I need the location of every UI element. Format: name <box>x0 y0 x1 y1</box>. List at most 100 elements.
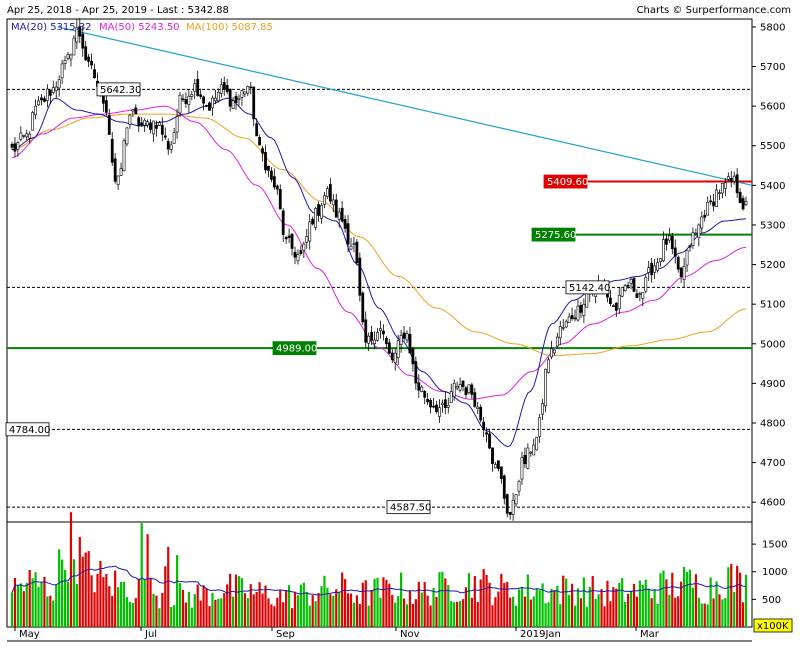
volume-bar <box>264 585 267 627</box>
candle-body <box>113 158 117 182</box>
candle-body <box>25 133 29 138</box>
candle-body <box>488 433 491 449</box>
candle-body <box>373 339 376 345</box>
volume-bar <box>31 578 34 627</box>
volume-bar <box>175 555 179 627</box>
candle-body <box>90 61 93 66</box>
volume-bar <box>682 566 686 627</box>
candle-body <box>51 87 55 93</box>
volume-bar <box>632 583 636 627</box>
volume-bar <box>329 594 332 627</box>
volume-bar <box>453 602 456 627</box>
volume-bar <box>314 601 317 627</box>
candle-body <box>729 178 733 182</box>
candle-body <box>337 211 341 220</box>
volume-bar <box>285 590 288 627</box>
volume-bar <box>565 578 568 627</box>
price-tick-label: 5400 <box>760 181 785 192</box>
candle-body <box>620 287 624 297</box>
volume-bar <box>467 573 471 627</box>
candle-body <box>31 112 35 131</box>
volume-unit-box <box>753 618 793 633</box>
candle-body <box>311 218 315 225</box>
volume-bar <box>16 585 19 627</box>
candle-body <box>476 406 480 410</box>
volume-bar <box>270 604 273 627</box>
volume-bar <box>178 583 182 627</box>
candle-body <box>305 235 309 243</box>
volume-bar <box>93 592 96 627</box>
candle-body <box>505 494 509 514</box>
volume-bar <box>10 592 14 627</box>
volume-bar <box>63 569 67 627</box>
candle-body <box>181 98 185 101</box>
volume-bar <box>308 605 311 627</box>
candle-body <box>175 116 179 133</box>
candle-body <box>302 243 306 251</box>
volume-bar <box>411 603 414 627</box>
volume-bar <box>364 580 367 627</box>
trendline <box>57 26 753 186</box>
candle-body <box>440 402 444 406</box>
candle-body <box>314 208 318 228</box>
level-label-box <box>531 227 576 242</box>
level-label-box <box>272 341 317 356</box>
volume-bar <box>626 593 630 627</box>
volume-bar <box>311 595 314 627</box>
volume-bar <box>108 586 111 627</box>
volume-bar <box>170 606 173 627</box>
volume-bar <box>226 584 229 627</box>
volume-bar <box>721 599 724 627</box>
candle-body <box>199 94 203 97</box>
volume-bar <box>736 565 739 627</box>
candle-body <box>66 54 70 59</box>
volume-bar <box>408 591 412 627</box>
volume-bar <box>391 594 394 627</box>
volume-bar <box>261 593 264 627</box>
volume-bar <box>461 599 465 627</box>
volume-bar <box>615 588 618 627</box>
volume-bar <box>122 581 126 627</box>
volume-bar <box>570 583 574 627</box>
volume-bar <box>703 603 706 627</box>
volume-bar <box>199 600 202 627</box>
volume-bar <box>514 605 518 627</box>
candle-body <box>547 359 550 373</box>
volume-bar <box>173 605 176 627</box>
volume-bar <box>733 592 736 627</box>
volume-bar <box>119 582 123 627</box>
candle-body <box>576 305 580 321</box>
price-tick-label: 5300 <box>760 220 785 231</box>
candle-body <box>216 91 220 102</box>
candle-body <box>317 204 320 216</box>
time-axis-label: May <box>19 629 40 640</box>
candle-body <box>128 114 132 125</box>
candle-body <box>331 199 335 206</box>
level-label: 5275.60 <box>535 230 576 241</box>
price-tick-label: 4700 <box>760 458 785 469</box>
volume-bar <box>87 551 90 627</box>
volume-bar <box>75 583 78 627</box>
volume-bar <box>193 594 196 627</box>
candle-body <box>178 94 182 114</box>
candle-body <box>552 349 556 354</box>
volume-bar <box>114 570 117 627</box>
volume-bar <box>609 601 612 627</box>
volume-bar <box>529 599 532 627</box>
volume-bar <box>579 598 583 627</box>
candle-body <box>34 105 37 116</box>
candle-body <box>261 148 264 154</box>
volume-bar <box>394 602 397 627</box>
volume-bar <box>223 593 226 627</box>
candle-body <box>278 188 282 210</box>
volume-bar <box>597 594 600 627</box>
candle-body <box>732 175 736 182</box>
ma50-line <box>11 105 747 400</box>
candle-body <box>499 466 503 479</box>
candle-body <box>638 293 642 295</box>
volume-bar <box>559 604 562 627</box>
price-tick-label: 5600 <box>760 102 785 113</box>
candle-body <box>623 285 627 291</box>
volume-bar <box>355 595 358 627</box>
volume-bar <box>220 598 223 627</box>
